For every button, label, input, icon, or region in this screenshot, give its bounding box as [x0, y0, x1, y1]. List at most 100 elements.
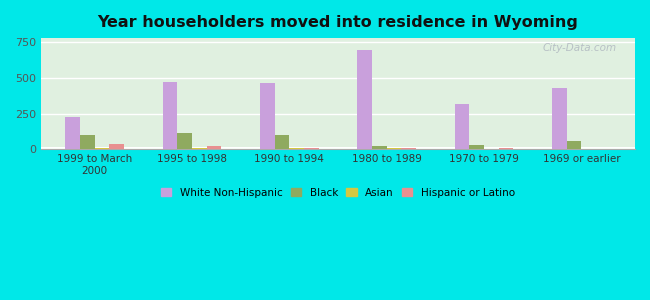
Bar: [41, 148, 635, 149]
Bar: [41, 147, 635, 148]
Bar: [66, 116, 80, 149]
Bar: [41, 148, 635, 149]
Bar: [41, 148, 635, 149]
Bar: [41, 148, 635, 149]
Bar: [41, 147, 635, 148]
Bar: [567, 141, 582, 149]
Bar: [41, 148, 635, 149]
Bar: [260, 83, 275, 149]
Bar: [41, 148, 635, 149]
Bar: [41, 148, 635, 149]
Bar: [109, 144, 124, 149]
Bar: [41, 148, 635, 149]
Bar: [41, 148, 635, 149]
Bar: [41, 147, 635, 148]
Bar: [41, 148, 635, 149]
Bar: [41, 148, 635, 149]
Bar: [41, 148, 635, 149]
Bar: [41, 148, 635, 149]
Bar: [41, 148, 635, 149]
Bar: [41, 148, 635, 149]
Bar: [41, 147, 635, 148]
Bar: [41, 148, 635, 149]
Bar: [41, 147, 635, 148]
Bar: [41, 148, 635, 149]
Bar: [41, 148, 635, 149]
Bar: [41, 148, 635, 149]
Bar: [41, 147, 635, 148]
Bar: [41, 148, 635, 149]
Bar: [41, 148, 635, 149]
Bar: [41, 147, 635, 148]
Bar: [401, 148, 416, 149]
Bar: [41, 148, 635, 149]
Bar: [41, 148, 635, 149]
Legend: White Non-Hispanic, Black, Asian, Hispanic or Latino: White Non-Hispanic, Black, Asian, Hispan…: [161, 188, 515, 197]
Bar: [455, 104, 469, 149]
Bar: [41, 147, 635, 148]
Bar: [80, 135, 94, 149]
Bar: [275, 135, 289, 149]
Bar: [41, 147, 635, 148]
Bar: [192, 148, 207, 149]
Bar: [41, 148, 635, 149]
Bar: [41, 148, 635, 149]
Bar: [41, 147, 635, 148]
Bar: [41, 148, 635, 149]
Bar: [41, 148, 635, 149]
Bar: [41, 147, 635, 148]
Text: City-Data.com: City-Data.com: [543, 43, 618, 52]
Bar: [41, 148, 635, 149]
Bar: [41, 148, 635, 149]
Bar: [41, 148, 635, 149]
Bar: [41, 147, 635, 148]
Bar: [41, 148, 635, 149]
Bar: [41, 147, 635, 148]
Bar: [304, 148, 318, 149]
Bar: [499, 148, 514, 149]
Bar: [41, 147, 635, 148]
Bar: [41, 147, 635, 148]
Bar: [372, 146, 387, 149]
Bar: [207, 146, 221, 149]
Bar: [41, 147, 635, 148]
Bar: [41, 147, 635, 148]
Bar: [41, 148, 635, 149]
Bar: [41, 148, 635, 149]
Bar: [41, 148, 635, 149]
Bar: [41, 148, 635, 149]
Bar: [41, 148, 635, 149]
Bar: [41, 148, 635, 149]
Bar: [162, 82, 177, 149]
Bar: [41, 148, 635, 149]
Bar: [41, 147, 635, 148]
Bar: [41, 148, 635, 149]
Bar: [41, 148, 635, 149]
Bar: [41, 148, 635, 149]
Bar: [94, 148, 109, 149]
Bar: [41, 148, 635, 149]
Bar: [41, 147, 635, 148]
Bar: [41, 148, 635, 149]
Bar: [41, 147, 635, 148]
Bar: [41, 148, 635, 149]
Bar: [41, 148, 635, 149]
Bar: [289, 148, 304, 149]
Bar: [41, 147, 635, 148]
Bar: [41, 147, 635, 148]
Bar: [41, 147, 635, 148]
Bar: [552, 88, 567, 149]
Title: Year householders moved into residence in Wyoming: Year householders moved into residence i…: [98, 15, 578, 30]
Bar: [469, 145, 484, 149]
Bar: [41, 148, 635, 149]
Bar: [41, 148, 635, 149]
Bar: [41, 148, 635, 149]
Bar: [387, 148, 401, 149]
Bar: [41, 148, 635, 149]
Bar: [41, 148, 635, 149]
Bar: [41, 148, 635, 149]
Bar: [41, 148, 635, 149]
Bar: [41, 148, 635, 149]
Bar: [41, 148, 635, 149]
Bar: [41, 147, 635, 148]
